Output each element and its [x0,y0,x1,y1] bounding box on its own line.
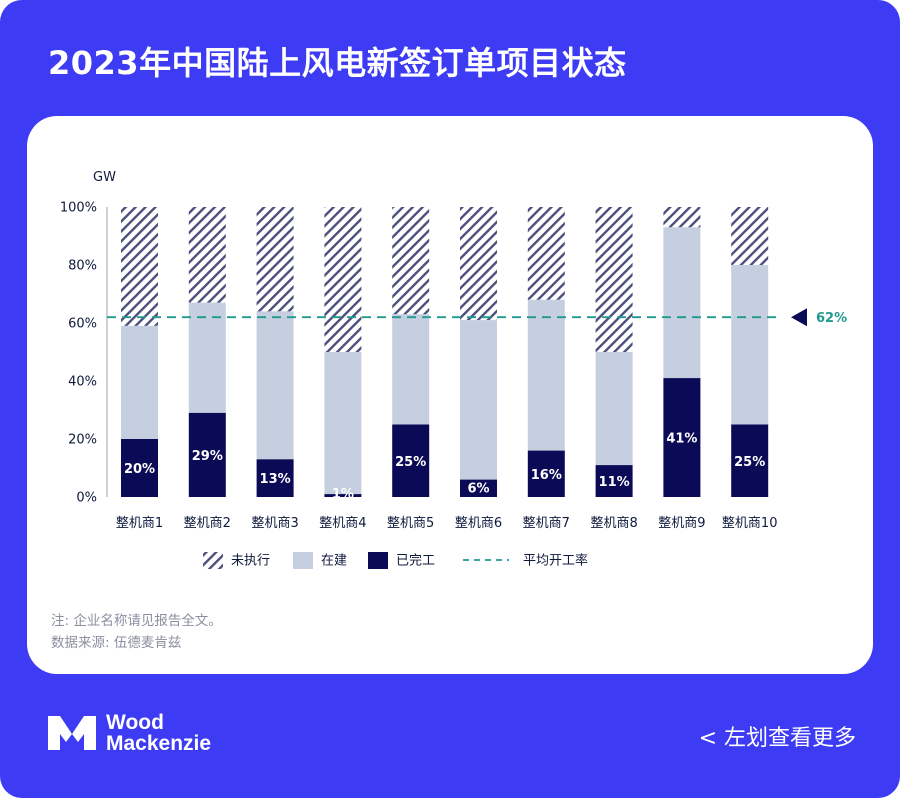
bar-completed [527,450,565,497]
legend-label-under-construction: 在建 [321,554,347,569]
footnotes: 注: 企业名称请见报告全文。 数据来源: 伍德麦肯兹 [51,610,222,654]
bar-under-construction [188,302,226,413]
y-tick-label: 60% [68,317,97,332]
average-marker-icon [791,308,807,327]
bar-value-label: 13% [260,472,291,487]
category-label: 整机商5 [387,516,434,531]
bar-not-started [527,207,565,300]
category-label: 整机商7 [523,516,570,531]
bar-under-construction [324,352,362,495]
category-label: 整机商3 [251,516,298,531]
category-label: 整机商8 [590,516,637,531]
bar-value-label: 16% [531,468,562,483]
y-tick-label: 40% [68,375,97,390]
bar-completed [256,459,294,497]
bar-not-started [324,207,362,352]
legend-label-completed: 已完工 [396,554,435,569]
category-label: 整机商10 [722,516,778,531]
bar-value-label: 41% [666,432,697,447]
bar-under-construction [731,265,769,425]
bar-under-construction [392,314,430,425]
bar-not-started [188,207,226,303]
bar-completed [392,424,430,497]
bar-value-label: 25% [734,455,765,470]
bar-under-construction [663,227,701,379]
bar-value-label: 25% [395,455,426,470]
legend-label-not-started: 未执行 [231,554,270,569]
bar-value-label: 6% [467,482,489,497]
y-tick-label: 100% [60,201,97,216]
y-tick-label: 20% [68,433,97,448]
y-tick-label: 0% [76,491,97,506]
bar-completed [188,412,226,497]
bar-under-construction [527,299,565,451]
wood-mackenzie-logo-icon [48,716,96,750]
swipe-hint-link[interactable]: < 左划查看更多 [698,726,856,751]
category-label: 整机商6 [455,516,502,531]
average-rate-label: 62% [816,311,847,326]
category-label: 整机商4 [319,516,366,531]
y-axis-unit: GW [93,170,116,185]
bar-under-construction [595,352,633,466]
brand-logo: Wood Mackenzie [46,712,211,754]
bar-completed [595,465,633,497]
brand-wordmark: Wood Mackenzie [106,712,211,754]
category-labels: 整机商1 整机商2 整机商3 整机商4 整机商5 整机商6 整机商7 整机商8 整机商9 整机商1… [116,516,778,531]
chart: GW 0% 20% 40% 60% 80% 100% 20% 29% 13% 1% 25% 6% 16%… [60,170,847,569]
legend-swatch-under-construction [293,552,313,569]
legend-swatch-not-started [203,552,223,569]
y-axis: GW 0% 20% 40% 60% 80% 100% [60,170,116,506]
footnote-source: 数据来源: 伍德麦肯兹 [51,635,182,651]
reference-line-group: 62% [107,308,847,327]
bar-not-started [460,207,497,321]
bar-completed [663,378,701,497]
bar-value-label: 20% [124,462,155,477]
bar-completed [731,424,769,497]
category-label: 整机商2 [184,516,231,531]
bar-not-started [595,207,633,352]
bar-not-started [121,207,158,326]
brand-line2: Mackenzie [106,732,212,755]
bars: 20% 29% 13% 1% 25% 6% 16% 11% 41% 25% [121,207,769,502]
bar-value-label: 11% [599,475,630,490]
bar-under-construction [256,311,294,460]
chart-card: GW 0% 20% 40% 60% 80% 100% 20% 29% 13% 1% 25% 6% 16%… [27,116,873,674]
footnote-note: 注: 企业名称请见报告全文。 [51,613,222,629]
bar-value-label: 1% [332,487,354,502]
page-title: 2023年中国陆上风电新签订单项目状态 [48,44,627,82]
bar-completed [460,479,497,497]
bar-completed [121,439,158,497]
bar-not-started [392,207,430,315]
bar-not-started [731,207,769,265]
bar-completed [324,494,362,497]
bar-value-label: 29% [192,449,223,464]
y-tick-label: 80% [68,259,97,274]
legend: 未执行 在建 已完工 平均开工率 [203,552,588,569]
bar-under-construction [121,325,158,439]
legend-swatch-completed [368,552,388,569]
bar-under-construction [460,320,497,480]
bar-not-started [663,207,701,228]
legend-label-average: 平均开工率 [523,553,588,569]
brand-line1: Wood [106,711,164,734]
bar-not-started [256,207,294,312]
category-label: 整机商9 [658,516,705,531]
category-label: 整机商1 [116,516,163,531]
